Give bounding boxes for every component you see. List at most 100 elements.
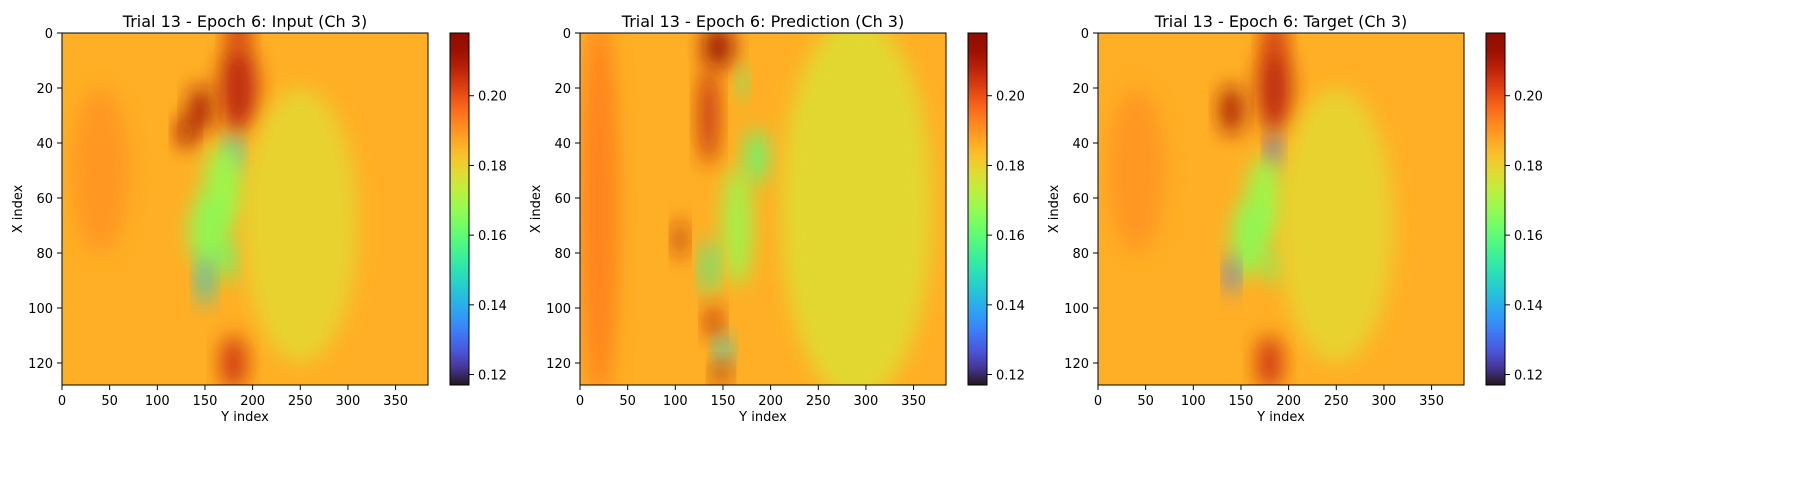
x-tick-label: 250 — [1324, 394, 1349, 409]
x-tick-label: 100 — [1181, 394, 1206, 409]
colorbar-tick-label: 0.20 — [1514, 90, 1543, 105]
colorbar-tick-label: 0.20 — [478, 90, 507, 105]
chart-1: 0 50 100 150 200 250 300 350 0 20 40 60 80 100 120 Y in… — [529, 27, 1025, 425]
colorbar-tick-label: 0.18 — [478, 159, 507, 174]
colorbar-tick-label: 0.14 — [996, 299, 1025, 314]
x-tick-label: 0 — [58, 394, 66, 409]
heatmap-feature — [1267, 250, 1281, 284]
y-tick-label: 120 — [1064, 357, 1089, 372]
plot-frame — [61, 32, 429, 386]
heatmap-feature — [1262, 33, 1286, 61]
heatmap-feature — [722, 165, 752, 286]
x-tick-label: 200 — [1276, 394, 1301, 409]
heatmap-feature — [1231, 200, 1270, 278]
x-tick-label: 50 — [1137, 394, 1154, 409]
heatmap-feature — [1220, 85, 1243, 135]
heatmap-feature — [221, 239, 237, 284]
colorbar-tick-label: 0.20 — [996, 90, 1025, 105]
y-tick-label: 120 — [28, 357, 53, 372]
y-tick-label: 40 — [554, 137, 571, 152]
panel-target: Trial 13 - Epoch 6: Target (Ch 3) 0 50 100… — [1036, 0, 1636, 500]
y-tick-label: 20 — [554, 82, 571, 97]
heatmap-feature — [674, 220, 686, 259]
x-tick-label: 300 — [336, 394, 361, 409]
colorbar-tick-label: 0.16 — [478, 229, 507, 244]
heatmap-field — [71, 33, 358, 385]
y-tick-label: 20 — [36, 82, 53, 97]
y-tick-label: 80 — [1072, 247, 1089, 262]
x-tick-label: 350 — [1419, 394, 1444, 409]
x-axis-label: Y index — [220, 410, 269, 425]
y-tick-label: 60 — [1072, 192, 1089, 207]
plot-frame — [579, 32, 947, 386]
x-tick-label: 0 — [1094, 394, 1102, 409]
x-tick-label: 350 — [383, 394, 408, 409]
heatmap-feature — [177, 115, 195, 149]
heatmap-feature — [220, 335, 247, 385]
heatmap-feature — [705, 305, 722, 339]
colorbar-tick-label: 0.12 — [996, 369, 1025, 384]
y-tick-label: 40 — [36, 137, 53, 152]
colorbar — [1485, 32, 1506, 386]
heatmap-field — [1107, 33, 1394, 385]
plot-frame — [1097, 32, 1465, 386]
colorbar-tick-label: 0.14 — [1514, 299, 1543, 314]
colorbar-tick-label: 0.14 — [478, 299, 507, 314]
colorbar-tick-label: 0.16 — [996, 229, 1025, 244]
colorbar — [449, 32, 470, 386]
x-tick-label: 150 — [711, 394, 736, 409]
y-tick-label: 80 — [36, 247, 53, 262]
colorbar-tick-label: 0.18 — [1514, 159, 1543, 174]
chart-2: 0 50 100 150 200 250 300 350 0 20 40 60 80 100 120 Y in… — [1047, 27, 1543, 425]
chart-title: Trial 13 - Epoch 6: Target (Ch 3) — [1154, 12, 1408, 31]
y-tick-label: 100 — [1064, 302, 1089, 317]
heatmap-feature — [701, 239, 717, 295]
heatmap-feature — [1107, 88, 1165, 253]
y-tick-label: 0 — [1081, 27, 1089, 42]
y-tick-label: 100 — [546, 302, 571, 317]
x-tick-label: 250 — [288, 394, 313, 409]
y-tick-label: 0 — [45, 27, 53, 42]
heatmap-feature — [702, 33, 734, 69]
heatmap-feature — [188, 85, 212, 135]
chart-title: Trial 13 - Epoch 6: Input (Ch 3) — [122, 12, 368, 31]
y-tick-label: 60 — [554, 192, 571, 207]
y-tick-label: 80 — [554, 247, 571, 262]
colorbar-tick-label: 0.18 — [996, 159, 1025, 174]
heatmap-feature — [713, 363, 729, 385]
heatmap-feature — [188, 192, 231, 270]
y-axis-label: X index — [11, 184, 26, 233]
x-tick-label: 200 — [758, 394, 783, 409]
heatmap-feature — [1256, 335, 1283, 385]
y-axis-label: X index — [1047, 184, 1062, 233]
x-tick-label: 0 — [576, 394, 584, 409]
x-tick-label: 350 — [901, 394, 926, 409]
heatmap-feature — [744, 129, 768, 185]
heatmap-feature — [243, 88, 358, 363]
heatmap-feature — [580, 33, 619, 385]
x-tick-label: 150 — [1229, 394, 1254, 409]
heatmap-feature — [226, 33, 250, 55]
heatmap-feature — [780, 33, 933, 385]
heatmap-field — [580, 33, 933, 385]
x-tick-label: 150 — [193, 394, 218, 409]
heatmap-feature — [699, 66, 719, 165]
heatmap-feature — [715, 335, 731, 363]
x-axis-label: Y index — [1256, 410, 1305, 425]
heatmap-feature — [1257, 44, 1292, 132]
y-tick-label: 100 — [28, 302, 53, 317]
y-axis-label: X index — [529, 184, 544, 233]
x-tick-label: 250 — [806, 394, 831, 409]
y-tick-label: 40 — [1072, 137, 1089, 152]
heatmap-feature — [71, 88, 129, 253]
heatmap-feature — [219, 44, 258, 132]
chart-title: Trial 13 - Epoch 6: Prediction (Ch 3) — [621, 12, 905, 31]
colorbar-tick-label: 0.16 — [1514, 229, 1543, 244]
chart-0: 0 50 100 150 200 250 300 350 0 20 40 60 80 100 120 Y in… — [11, 27, 507, 425]
y-tick-label: 0 — [563, 27, 571, 42]
x-tick-label: 100 — [145, 394, 170, 409]
y-tick-label: 20 — [1072, 82, 1089, 97]
y-tick-label: 60 — [36, 192, 53, 207]
x-tick-label: 300 — [1372, 394, 1397, 409]
panel-prediction: Trial 13 - Epoch 6: Prediction (Ch 3) 0 5… — [518, 0, 1118, 500]
